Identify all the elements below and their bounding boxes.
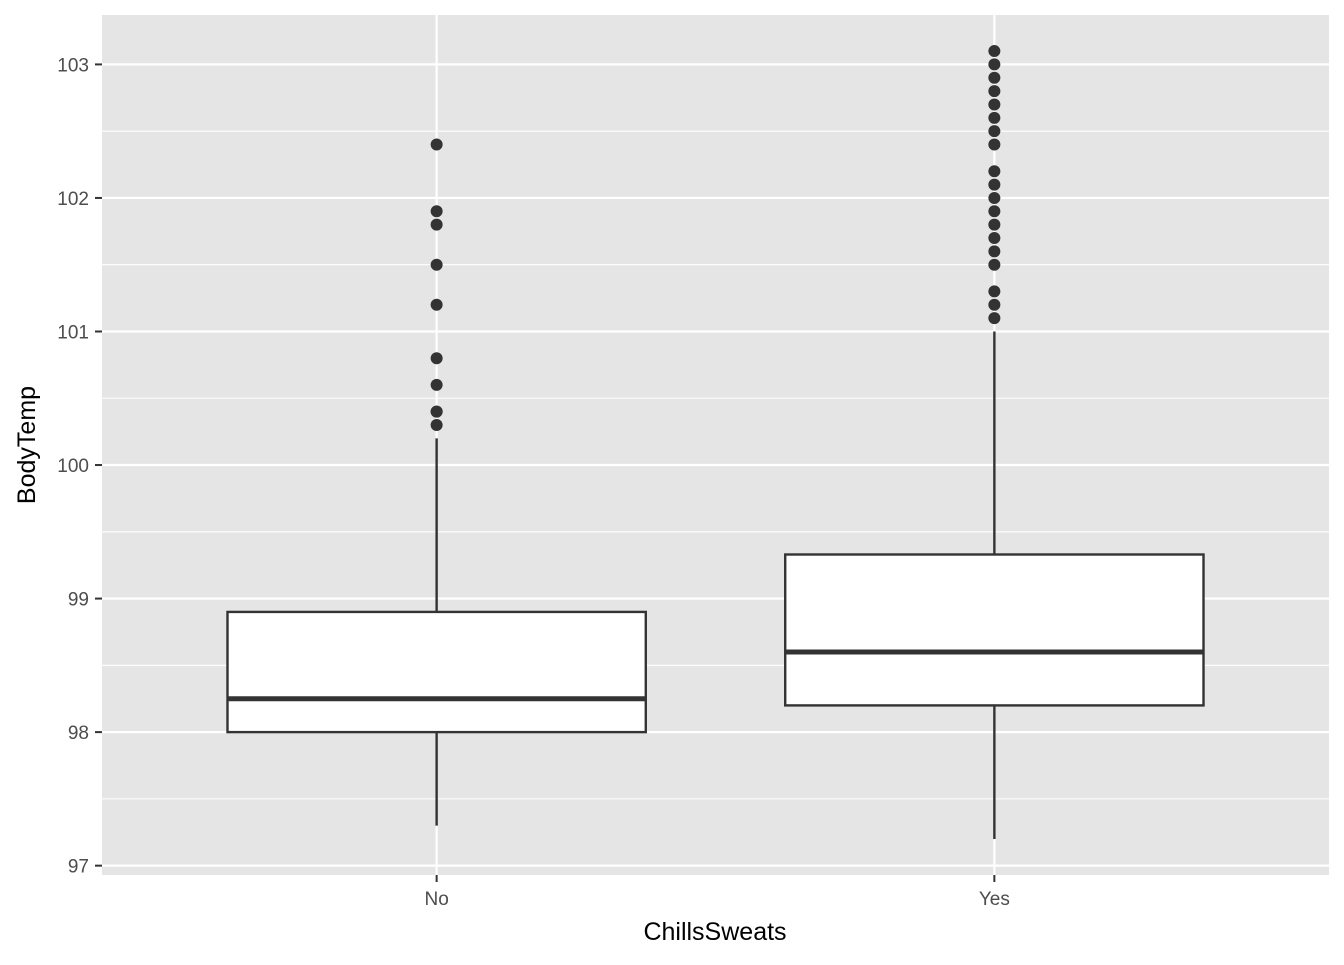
x-axis-title: ChillsSweats [643, 918, 786, 946]
outlier-point [988, 218, 1001, 231]
medians [227, 649, 1204, 702]
y-tick-label: 97 [68, 857, 89, 878]
y-tick-label: 98 [68, 723, 89, 744]
x-tick-label: No [424, 889, 448, 910]
outlier-point [988, 45, 1001, 58]
y-axis-title: BodyTemp [13, 386, 41, 504]
outlier-point [988, 191, 1001, 204]
outlier-point [988, 258, 1001, 271]
outlier-point [430, 138, 443, 151]
y-tick-label: 103 [57, 55, 89, 76]
outlier-point [988, 111, 1001, 124]
plot-panel [102, 15, 1329, 875]
y-tick-label: 101 [57, 322, 89, 343]
boxes [226, 553, 1205, 734]
outlier-point [988, 58, 1001, 71]
outlier-point [988, 178, 1001, 191]
outlier-point [988, 312, 1001, 325]
outlier-point [430, 418, 443, 431]
whiskers [435, 331, 996, 839]
outlier-point [988, 298, 1001, 311]
outlier-point [430, 298, 443, 311]
outlier-point [430, 258, 443, 271]
y-axis-ticks: 97 98 99 100 101 102 103 [57, 55, 102, 878]
y-tick-label: 102 [57, 189, 89, 210]
outlier-point [430, 352, 443, 365]
x-tick-label: Yes [979, 889, 1010, 910]
outlier-point [988, 245, 1001, 258]
outlier-point [988, 125, 1001, 138]
outlier-point [988, 285, 1001, 298]
y-tick-label: 99 [68, 590, 89, 611]
outlier-point [988, 165, 1001, 178]
outlier-point [430, 378, 443, 391]
outlier-point [430, 405, 443, 418]
outlier-point [988, 98, 1001, 111]
box-yes [784, 553, 1205, 707]
outlier-point [988, 85, 1001, 98]
outlier-point [988, 71, 1001, 84]
x-axis-ticks: No Yes [424, 875, 1010, 910]
outlier-point [988, 138, 1001, 151]
outlier-point [988, 205, 1001, 218]
outliers [430, 45, 1001, 431]
y-tick-label: 100 [57, 456, 89, 477]
outlier-point [430, 218, 443, 231]
outlier-point [988, 232, 1001, 245]
outlier-point [430, 205, 443, 218]
box-no [226, 610, 647, 734]
